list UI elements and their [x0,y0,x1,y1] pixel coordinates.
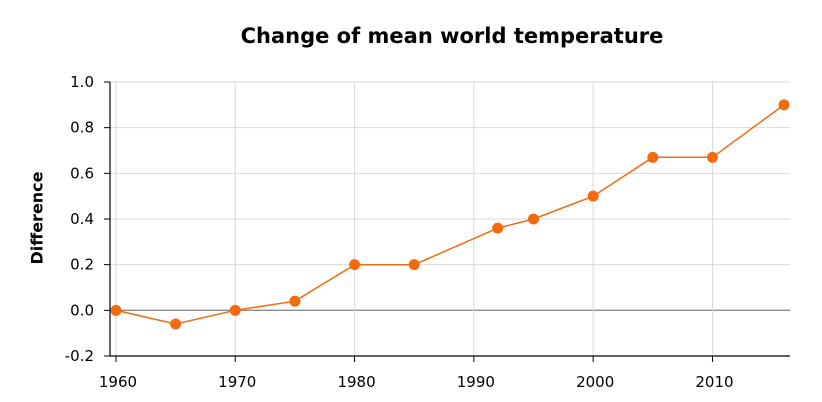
x-tick-label: 2010 [695,373,733,391]
x-tick-label: 1980 [337,373,375,391]
grid-lines [110,81,790,357]
x-tick-label: 1960 [99,373,137,391]
data-point [647,151,659,163]
series-line [115,104,785,325]
data-point [528,213,540,225]
chart-title: Change of mean world temperature [240,24,664,48]
x-tick-label: 1990 [457,373,495,391]
axes [104,81,790,362]
data-point [110,304,122,316]
y-tick-label: 0.4 [70,210,94,228]
data-point [289,295,301,307]
data-point [587,190,599,202]
y-tick-label: 0.2 [70,256,94,274]
y-tick-label: -0.2 [65,347,94,365]
series-layer [110,99,790,330]
y-tick-label: 1.0 [70,73,94,91]
data-point [408,259,420,271]
tick-labels: -0.2 0.0 0.2 0.4 0.6 0.8 1.0 1960 1970 1980 1990 20… [65,73,734,391]
data-point [349,259,361,271]
data-point [170,318,182,330]
data-point [706,151,718,163]
y-tick-label: 0.6 [70,164,94,182]
y-tick-label: 0.8 [70,119,94,137]
y-tick-label: 0.0 [70,301,94,319]
data-point [229,304,241,316]
x-tick-label: 1970 [218,373,256,391]
x-tick-label: 2000 [576,373,614,391]
data-point [778,99,790,111]
data-point [492,222,504,234]
